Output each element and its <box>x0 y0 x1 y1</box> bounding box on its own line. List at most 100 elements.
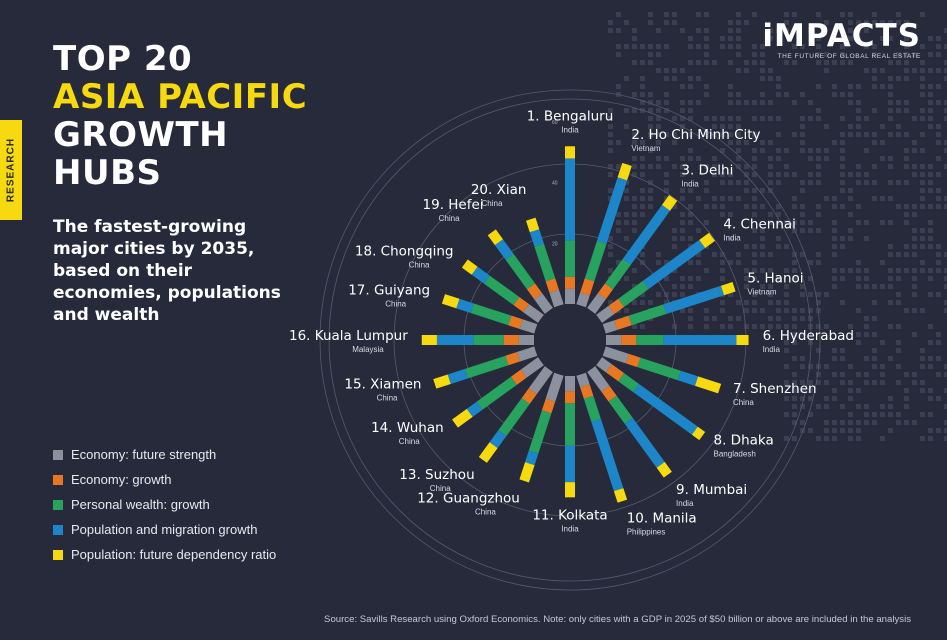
map-dot <box>944 300 947 305</box>
map-dot <box>888 412 893 417</box>
map-dot <box>736 44 741 49</box>
map-dot <box>736 316 741 321</box>
bar-segment <box>656 461 672 478</box>
map-dot <box>736 124 741 129</box>
map-dot <box>608 236 613 241</box>
map-dot <box>752 44 757 49</box>
city-label: 11. Kolkata <box>532 507 607 523</box>
map-dot <box>640 188 645 193</box>
map-dot <box>656 140 661 145</box>
city-bar <box>565 146 575 304</box>
map-dot <box>800 284 805 289</box>
bar-segment <box>565 376 575 392</box>
map-dot <box>632 92 637 97</box>
map-dot <box>824 124 829 129</box>
map-dot <box>792 356 797 361</box>
city-label: 19. Hefei <box>423 197 484 213</box>
map-dot <box>912 68 917 73</box>
bar-segment <box>489 429 507 449</box>
map-dot <box>816 60 821 65</box>
map-dot <box>760 204 765 209</box>
map-dot <box>640 292 645 297</box>
bar-segment <box>606 335 622 345</box>
bar-segment <box>565 276 575 289</box>
map-dot <box>712 204 717 209</box>
map-dot <box>848 100 853 105</box>
map-dot <box>904 108 909 113</box>
map-dot <box>888 300 893 305</box>
city-label: 17. Guiyang <box>348 283 430 299</box>
map-dot <box>856 132 861 137</box>
map-dot <box>776 212 781 217</box>
map-dot <box>784 148 789 153</box>
map-dot <box>800 388 805 393</box>
bar-segment <box>677 370 699 386</box>
map-dot <box>928 84 933 89</box>
map-dot <box>752 164 757 169</box>
map-dot <box>776 76 781 81</box>
map-dot <box>744 284 749 289</box>
map-dot <box>864 28 869 33</box>
map-dot <box>680 84 685 89</box>
map-dot <box>632 108 637 113</box>
map-dot <box>640 172 645 177</box>
map-dot <box>864 276 869 281</box>
country-label: China <box>430 484 451 493</box>
map-dot <box>896 380 901 385</box>
map-dot <box>672 164 677 169</box>
map-dot <box>760 148 765 153</box>
chart-legend: Economy: future strength Economy: growth P… <box>53 442 276 567</box>
bar-segment <box>503 335 519 345</box>
map-dot <box>920 388 925 393</box>
bar-segment <box>528 410 552 454</box>
map-dot <box>696 252 701 257</box>
map-dot <box>856 268 861 273</box>
map-dot <box>768 284 773 289</box>
map-dot <box>896 292 901 297</box>
map-dot <box>688 236 693 241</box>
map-dot <box>912 172 917 177</box>
map-dot <box>768 324 773 329</box>
map-dot <box>720 300 725 305</box>
map-dot <box>832 244 837 249</box>
map-dot <box>824 20 829 25</box>
map-dot <box>776 156 781 161</box>
map-dot <box>944 196 947 201</box>
map-dot <box>784 292 789 297</box>
map-dot <box>680 108 685 113</box>
map-dot <box>856 100 861 105</box>
map-dot <box>712 196 717 201</box>
map-dot <box>680 276 685 281</box>
map-dot <box>680 68 685 73</box>
map-dot <box>848 36 853 41</box>
map-dot <box>872 76 877 81</box>
map-dot <box>720 36 725 41</box>
legend-item: Personal wealth: growth <box>53 492 276 517</box>
map-dot <box>912 164 917 169</box>
map-dot <box>680 172 685 177</box>
map-dot <box>696 100 701 105</box>
map-dot <box>904 180 909 185</box>
map-dot <box>608 252 613 257</box>
map-dot <box>936 268 941 273</box>
map-dot <box>840 300 845 305</box>
map-dot <box>816 84 821 89</box>
map-dot <box>904 396 909 401</box>
map-dot <box>928 204 933 209</box>
map-dot <box>792 260 797 265</box>
bar-segment <box>505 253 536 290</box>
map-dot <box>720 204 725 209</box>
map-dot <box>920 116 925 121</box>
map-dot <box>704 36 709 41</box>
map-dot <box>752 196 757 201</box>
map-dot <box>808 220 813 225</box>
map-dot <box>736 180 741 185</box>
map-dot <box>944 204 947 209</box>
map-dot <box>872 52 877 57</box>
bar-segment <box>591 418 624 492</box>
map-dot <box>608 28 613 33</box>
map-dot <box>944 148 947 153</box>
map-dot <box>640 300 645 305</box>
grid-ring <box>328 98 812 582</box>
